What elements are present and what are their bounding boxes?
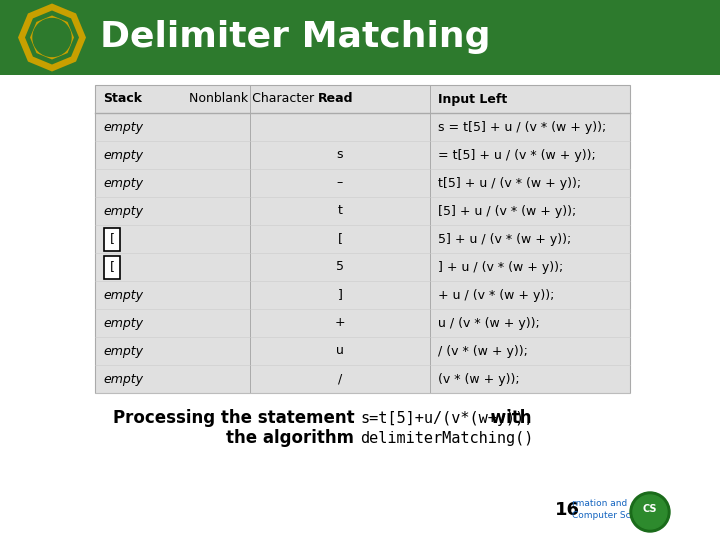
- Text: Nonblank Character: Nonblank Character: [189, 92, 318, 105]
- Text: [: [: [109, 260, 114, 273]
- Text: empty: empty: [103, 316, 143, 329]
- Text: ] + u / (v * (w + y));: ] + u / (v * (w + y));: [438, 260, 563, 273]
- Text: [5] + u / (v * (w + y));: [5] + u / (v * (w + y));: [438, 205, 576, 218]
- Text: u / (v * (w + y));: u / (v * (w + y));: [438, 316, 540, 329]
- Text: empty: empty: [103, 177, 143, 190]
- Text: + u / (v * (w + y));: + u / (v * (w + y));: [438, 288, 554, 301]
- Bar: [95, 85, 630, 393]
- Text: 5: 5: [336, 260, 344, 273]
- Text: empty: empty: [103, 148, 143, 161]
- Text: +: +: [335, 316, 346, 329]
- Text: 16: 16: [555, 501, 580, 519]
- Text: the algorithm: the algorithm: [226, 429, 360, 447]
- Text: Processing the statement: Processing the statement: [112, 409, 360, 427]
- Text: empty: empty: [103, 288, 143, 301]
- Circle shape: [633, 495, 667, 529]
- Text: Delimiter Matching: Delimiter Matching: [100, 21, 490, 55]
- Text: s: s: [337, 148, 343, 161]
- Bar: [104, 227, 120, 251]
- Text: /: /: [338, 373, 342, 386]
- Text: s=t[5]+u/(v*(w+y));: s=t[5]+u/(v*(w+y));: [360, 410, 534, 426]
- Bar: [104, 255, 120, 279]
- Text: Read: Read: [318, 92, 354, 105]
- Polygon shape: [30, 16, 74, 59]
- Text: with: with: [485, 409, 531, 427]
- Text: CS: CS: [643, 504, 657, 514]
- Text: Computer Science: Computer Science: [572, 511, 655, 521]
- Polygon shape: [25, 10, 79, 64]
- Text: Input Left: Input Left: [438, 92, 508, 105]
- Text: ]: ]: [338, 288, 343, 301]
- Bar: [0, 0, 720, 75]
- Text: [: [: [109, 233, 114, 246]
- Text: –: –: [337, 177, 343, 190]
- Text: empty: empty: [103, 120, 143, 133]
- Text: Stack: Stack: [103, 92, 142, 105]
- Text: (v * (w + y));: (v * (w + y));: [438, 373, 520, 386]
- Circle shape: [630, 492, 670, 532]
- Text: [: [: [338, 233, 343, 246]
- Text: t[5] + u / (v * (w + y));: t[5] + u / (v * (w + y));: [438, 177, 581, 190]
- Text: t: t: [338, 205, 343, 218]
- Text: empty: empty: [103, 205, 143, 218]
- Text: u: u: [336, 345, 344, 357]
- Text: empty: empty: [103, 373, 143, 386]
- Polygon shape: [18, 3, 86, 71]
- Text: / (v * (w + y));: / (v * (w + y));: [438, 345, 528, 357]
- Text: s = t[5] + u / (v * (w + y));: s = t[5] + u / (v * (w + y));: [438, 120, 606, 133]
- Text: empty: empty: [103, 345, 143, 357]
- Text: 5] + u / (v * (w + y));: 5] + u / (v * (w + y));: [438, 233, 571, 246]
- Circle shape: [33, 18, 71, 57]
- Text: = t[5] + u / (v * (w + y));: = t[5] + u / (v * (w + y));: [438, 148, 595, 161]
- Text: rmation and: rmation and: [572, 500, 627, 509]
- Text: delimiterMatching(): delimiterMatching(): [360, 430, 534, 445]
